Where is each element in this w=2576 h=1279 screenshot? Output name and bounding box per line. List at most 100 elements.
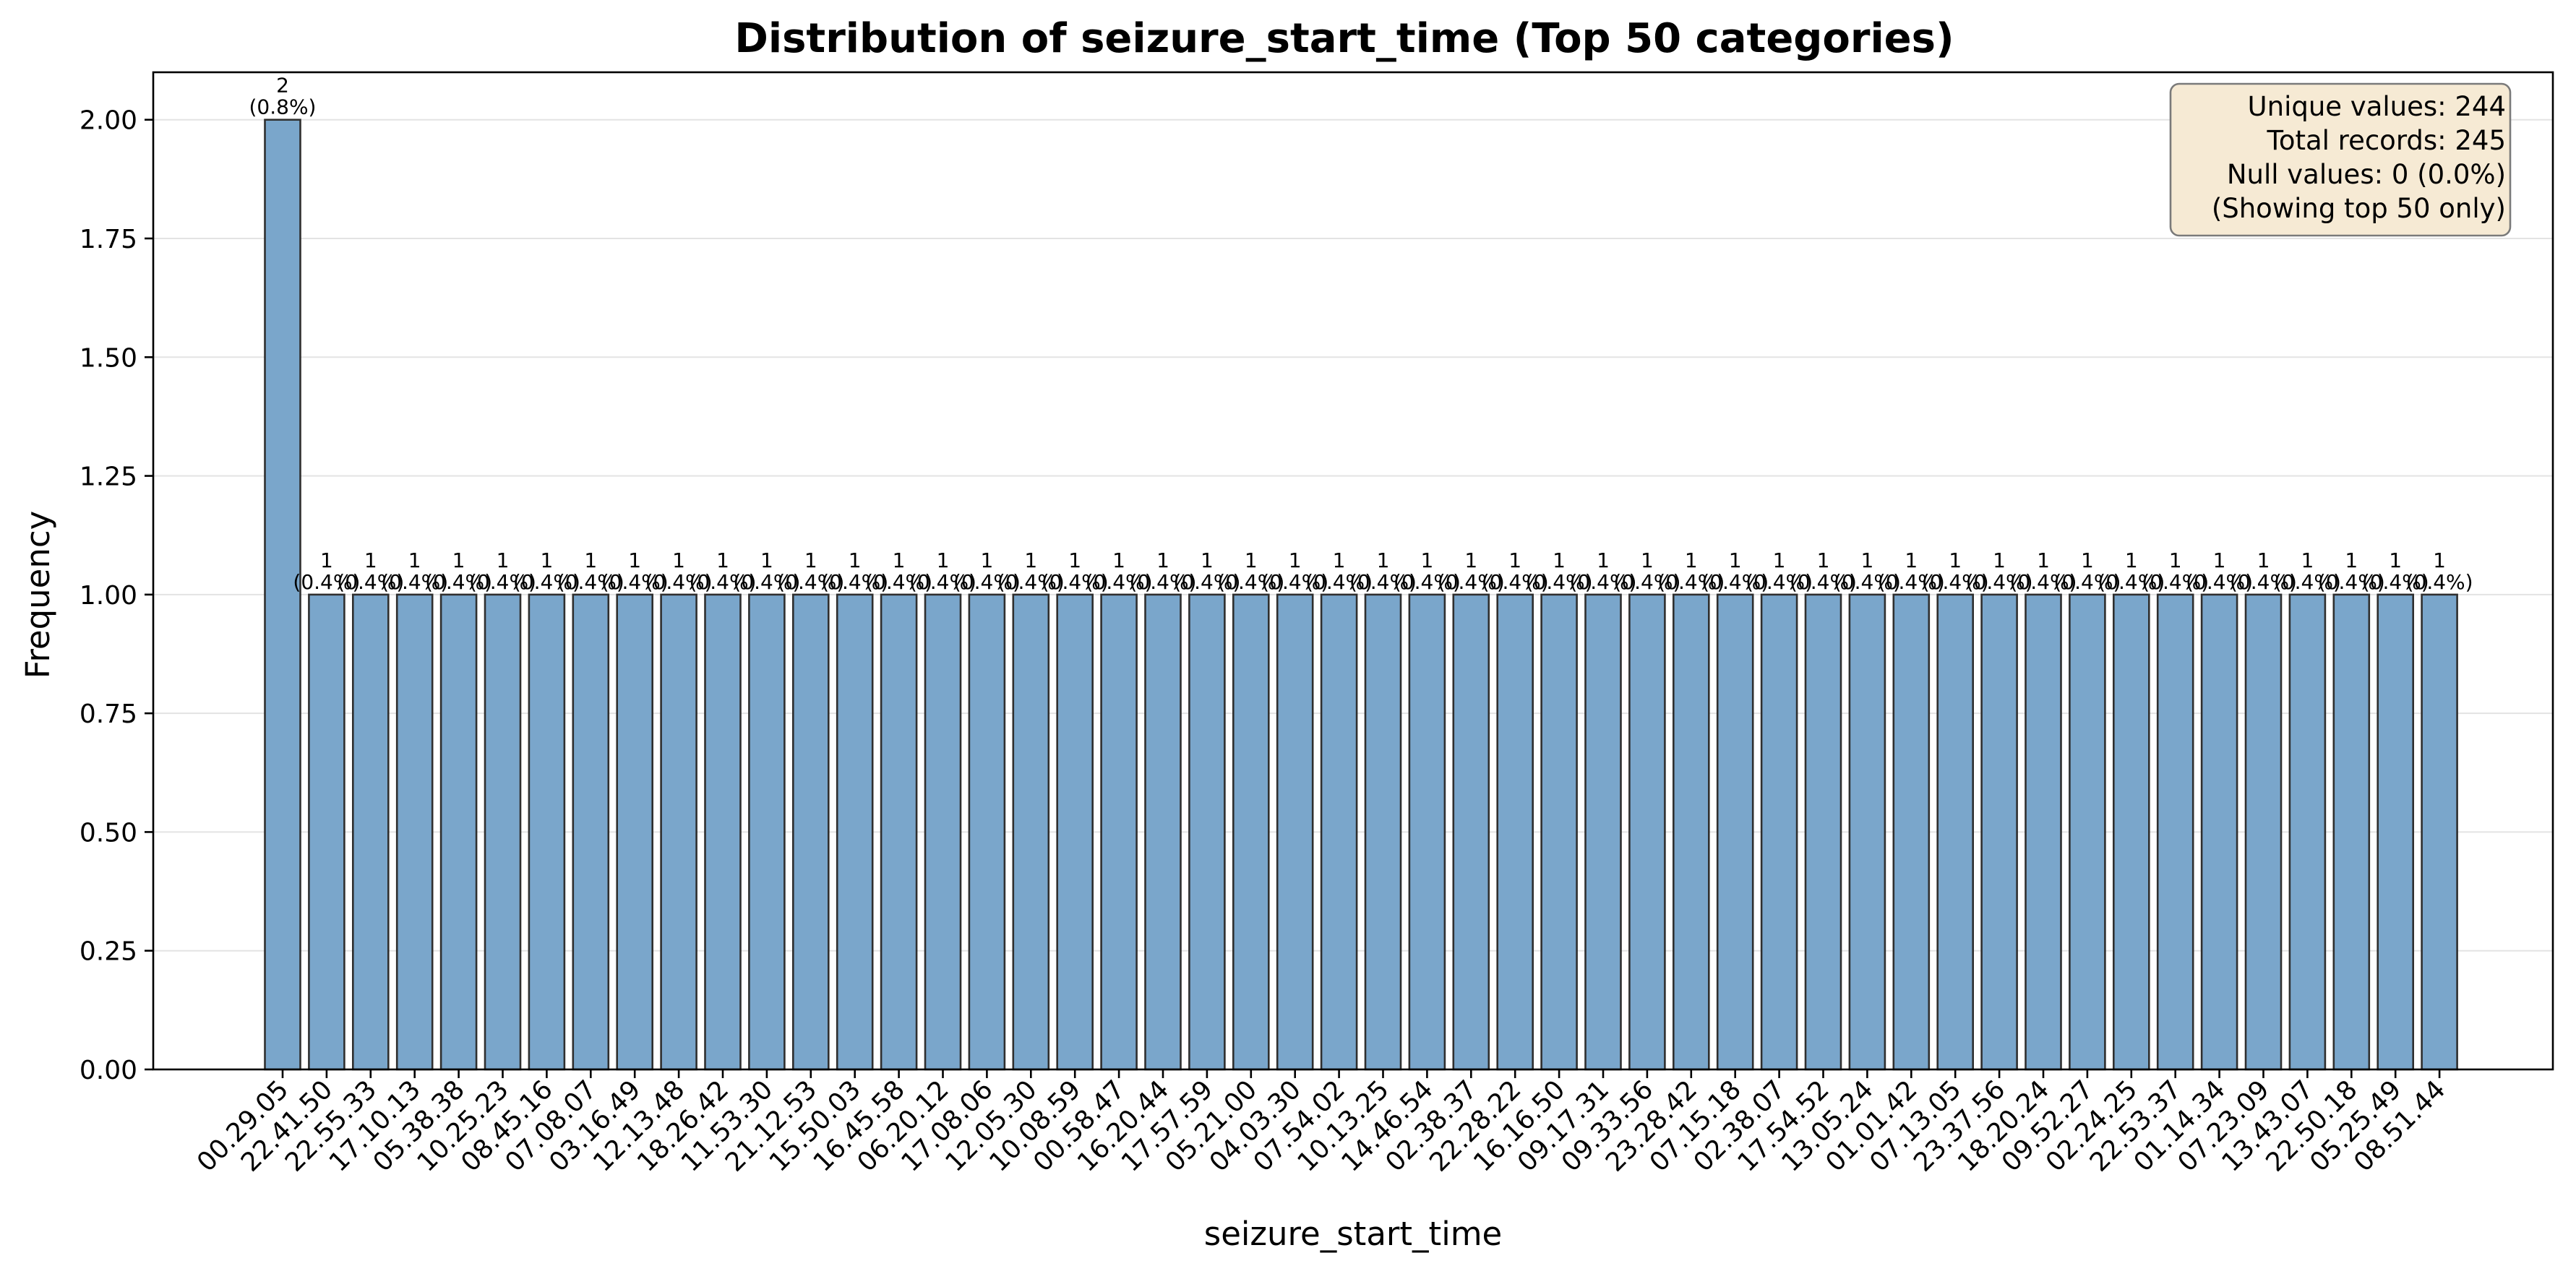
bar xyxy=(836,593,874,1071)
bar-percent-label: (0.4%) xyxy=(2142,570,2209,594)
bar xyxy=(439,593,478,1071)
bar-count-label: 1 xyxy=(1420,548,1433,572)
bar-count-label: 1 xyxy=(1729,548,1742,572)
bar-percent-label: (0.4%) xyxy=(1526,570,1593,594)
x-axis-label: seizure_start_time xyxy=(1204,1215,1502,1253)
bar-count-label: 1 xyxy=(1860,548,1873,572)
bar-count-label: 1 xyxy=(2433,548,2446,572)
info-box-background xyxy=(2169,82,2512,237)
y-tick-label: 1.00 xyxy=(80,581,137,611)
bar-percent-label: (0.4%) xyxy=(1790,570,1857,594)
bar-percent-label: (0.4%) xyxy=(381,570,448,594)
bar xyxy=(1144,593,1182,1071)
y-tick-label: 1.75 xyxy=(80,225,137,254)
bar-percent-label: (0.4%) xyxy=(1966,570,2033,594)
bar-value-labels: 2(0.8%)1(0.4%)1(0.4%)1(0.4%)1(0.4%)1(0.4… xyxy=(249,74,2473,594)
bar xyxy=(1496,593,1534,1071)
bar xyxy=(572,593,610,1071)
bar-count-label: 1 xyxy=(2037,548,2050,572)
bar-count-label: 1 xyxy=(408,548,421,572)
bar xyxy=(1980,593,2018,1071)
bar xyxy=(1100,593,1138,1071)
summary-info-box: Unique values: 244 Total records: 245 Nu… xyxy=(2169,82,2512,237)
info-showing-note: (Showing top 50 only) xyxy=(2212,193,2506,224)
bar xyxy=(2288,593,2327,1071)
bar-percent-label: (0.4%) xyxy=(1570,570,1637,594)
bar-count-label: 1 xyxy=(2081,548,2094,572)
y-tick-label: 2.00 xyxy=(80,106,137,136)
y-tick-label: 1.25 xyxy=(80,462,137,492)
info-null-values: Null values: 0 (0.0%) xyxy=(2227,159,2506,190)
bar-count-label: 1 xyxy=(1949,548,1962,572)
bar xyxy=(1232,593,1270,1071)
bar-count-label: 1 xyxy=(1905,548,1918,572)
bar-percent-label: (0.4%) xyxy=(1173,570,1240,594)
bar xyxy=(308,593,345,1071)
bar-percent-label: (0.4%) xyxy=(1657,570,1725,594)
bar-percent-label: (0.4%) xyxy=(425,570,492,594)
bar-percent-label: (0.4%) xyxy=(1394,570,1461,594)
bar-percent-label: (0.4%) xyxy=(2053,570,2121,594)
bar xyxy=(792,593,830,1071)
bar xyxy=(1364,593,1402,1071)
bar-count-label: 1 xyxy=(320,548,333,572)
plot-area-frame xyxy=(152,71,2554,1071)
bar-count-label: 1 xyxy=(937,548,950,572)
y-axis-label: Frequency xyxy=(19,511,57,679)
bar-count-label: 1 xyxy=(1289,548,1302,572)
bar-percent-label: (0.4%) xyxy=(1305,570,1373,594)
bar-percent-label: (0.4%) xyxy=(2230,570,2297,594)
info-unique-values: Unique values: 244 xyxy=(2248,91,2506,122)
bar xyxy=(880,593,918,1071)
bar-count-label: 1 xyxy=(1201,548,1214,572)
bar-percent-label: (0.4%) xyxy=(1217,570,1284,594)
bar xyxy=(1584,593,1622,1071)
bar xyxy=(1012,593,1050,1071)
bar-percent-label: (0.4%) xyxy=(953,570,1021,594)
bar xyxy=(1056,593,1094,1071)
y-axis-ticks: 0.00 0.25 0.50 0.75 1.00 1.25 1.50 1.75 2.00 xyxy=(80,106,153,1085)
bar-percent-label: (0.4%) xyxy=(821,570,888,594)
bar-count-label: 1 xyxy=(1685,548,1698,572)
bar-percent-label: (0.4%) xyxy=(1349,570,1417,594)
bar xyxy=(1540,593,1578,1071)
bar-count-label: 1 xyxy=(1553,548,1566,572)
bar xyxy=(2200,593,2238,1071)
bar-count-label: 1 xyxy=(1773,548,1786,572)
bar xyxy=(484,593,522,1071)
bar-percent-label: (0.4%) xyxy=(2186,570,2253,594)
bar xyxy=(1804,593,1842,1071)
bar xyxy=(351,593,390,1071)
bar-percent-label: (0.4%) xyxy=(865,570,932,594)
bar-percent-label: (0.4%) xyxy=(557,570,624,594)
bar-count-label: 1 xyxy=(2301,548,2314,572)
bar xyxy=(1276,593,1314,1071)
bar-count-label: 1 xyxy=(1333,548,1346,572)
bar xyxy=(968,593,1006,1071)
y-tick-label: 0.75 xyxy=(80,699,137,729)
bar xyxy=(2156,593,2194,1071)
bar-count-label: 1 xyxy=(540,548,553,572)
bar-percent-label: (0.4%) xyxy=(293,570,360,594)
bar xyxy=(1673,593,1710,1071)
info-total-records: Total records: 245 xyxy=(2267,125,2507,156)
bar-percent-label: (0.4%) xyxy=(777,570,844,594)
y-tick-label: 0.25 xyxy=(80,937,137,967)
bar xyxy=(2025,593,2062,1071)
bar-percent-label: (0.4%) xyxy=(1834,570,1901,594)
bar-count-label: 1 xyxy=(716,548,729,572)
bar-count-label: 1 xyxy=(1024,548,1037,572)
bar-count-label: 1 xyxy=(1817,548,1830,572)
bar-percent-label: (0.4%) xyxy=(1482,570,1549,594)
bar-count-label: 1 xyxy=(760,548,773,572)
bar-count-label: 1 xyxy=(1464,548,1477,572)
bar-percent-label: (0.4%) xyxy=(1878,570,1945,594)
bar-percent-label: (0.4%) xyxy=(2362,570,2429,594)
bar-percent-label: (0.4%) xyxy=(733,570,800,594)
bar-percent-label: (0.4%) xyxy=(469,570,536,594)
bar-count-label: 1 xyxy=(2125,548,2138,572)
bar xyxy=(1452,593,1490,1071)
bar xyxy=(1936,593,1974,1071)
bar xyxy=(1848,593,1886,1071)
